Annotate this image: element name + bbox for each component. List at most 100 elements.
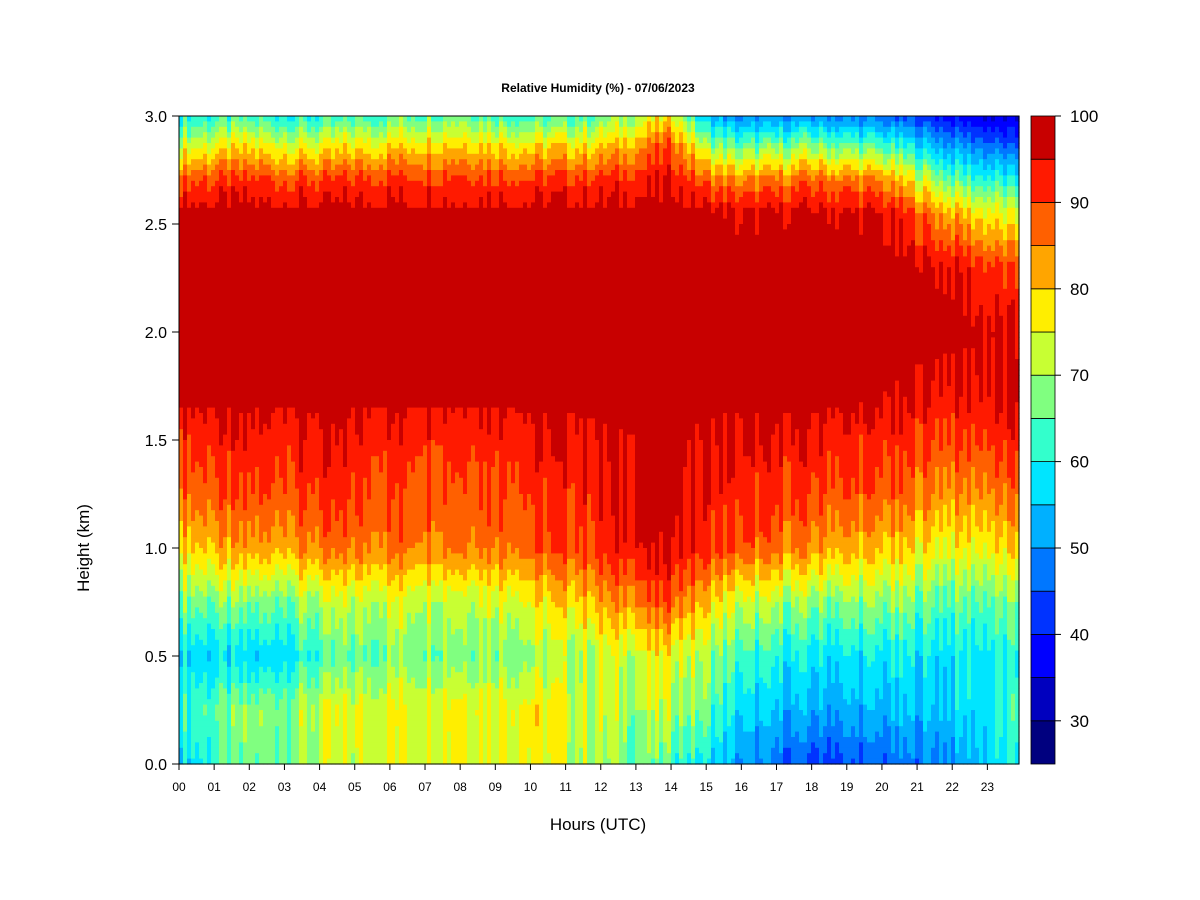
heatmap-cell [219, 170, 224, 176]
heatmap-cell [243, 629, 248, 635]
heatmap-cell [343, 472, 348, 478]
heatmap-cell [191, 678, 196, 684]
heatmap-cell [247, 510, 252, 516]
heatmap-cell [199, 737, 204, 743]
heatmap-cell [227, 343, 232, 349]
heatmap-cell [283, 753, 288, 759]
heatmap-cell [283, 602, 288, 608]
heatmap-cell [311, 278, 316, 284]
heatmap-cell [275, 138, 280, 144]
heatmap-cell [207, 208, 212, 214]
heatmap-cell [275, 197, 280, 203]
heatmap-cell [211, 732, 216, 738]
heatmap-cell [267, 489, 272, 495]
heatmap-cell [295, 321, 300, 327]
heatmap-cell [235, 526, 240, 532]
heatmap-cell [263, 559, 268, 565]
heatmap-cell [331, 343, 336, 349]
heatmap-cell [191, 202, 196, 208]
heatmap-cell [319, 192, 324, 198]
heatmap-cell [279, 462, 284, 468]
heatmap-cell [219, 456, 224, 462]
heatmap-cell [295, 121, 300, 127]
heatmap-cell [295, 521, 300, 527]
heatmap-cell [239, 607, 244, 613]
heatmap-cell [323, 391, 328, 397]
heatmap-cell [203, 267, 208, 273]
heatmap-cell [195, 602, 200, 608]
heatmap-cell [267, 510, 272, 516]
heatmap-cell [335, 170, 340, 176]
heatmap-cell [275, 640, 280, 646]
heatmap-cell [255, 597, 260, 603]
heatmap-cell [215, 386, 220, 392]
heatmap-cell [199, 402, 204, 408]
heatmap-cell [195, 381, 200, 387]
heatmap-cell [295, 305, 300, 311]
heatmap-cell [279, 219, 284, 225]
heatmap-cell [339, 699, 344, 705]
heatmap-cell [323, 672, 328, 678]
heatmap-cell [315, 283, 320, 289]
heatmap-cell [267, 337, 272, 343]
heatmap-cell [199, 505, 204, 511]
heatmap-cell [335, 721, 340, 727]
heatmap-cell [183, 121, 188, 127]
heatmap-cell [331, 364, 336, 370]
heatmap-cell [255, 197, 260, 203]
heatmap-cell [343, 494, 348, 500]
heatmap-cell [219, 667, 224, 673]
heatmap-cell [339, 359, 344, 365]
heatmap-cell [319, 688, 324, 694]
heatmap-cell [311, 526, 316, 532]
heatmap-cell [299, 472, 304, 478]
heatmap-cell [279, 154, 284, 160]
heatmap-cell [183, 224, 188, 230]
heatmap-cell [207, 197, 212, 203]
heatmap-cell [227, 224, 232, 230]
heatmap-cell [215, 683, 220, 689]
heatmap-cell [187, 159, 192, 165]
heatmap-cell [247, 602, 252, 608]
heatmap-cell [199, 732, 204, 738]
heatmap-cell [187, 165, 192, 171]
heatmap-cell [299, 246, 304, 252]
heatmap-cell [291, 672, 296, 678]
heatmap-cell [283, 737, 288, 743]
heatmap-cell [223, 375, 228, 381]
heatmap-cell [331, 499, 336, 505]
heatmap-cell [275, 435, 280, 441]
heatmap-cell [319, 321, 324, 327]
heatmap-cell [307, 192, 312, 198]
heatmap-cell [283, 370, 288, 376]
heatmap-cell [307, 246, 312, 252]
heatmap-cell [183, 532, 188, 538]
heatmap-cell [283, 386, 288, 392]
heatmap-cell [203, 753, 208, 759]
heatmap-cell [315, 667, 320, 673]
heatmap-cell [339, 143, 344, 149]
heatmap-cell [279, 521, 284, 527]
heatmap-cell [215, 397, 220, 403]
heatmap-cell [187, 575, 192, 581]
heatmap-cell [299, 181, 304, 187]
heatmap-cell [307, 213, 312, 219]
heatmap-cell [267, 467, 272, 473]
heatmap-cell [327, 543, 332, 549]
heatmap-cell [279, 418, 284, 424]
heatmap-cell [307, 451, 312, 457]
heatmap-cell [267, 548, 272, 554]
heatmap-cell [279, 159, 284, 165]
heatmap-cell [235, 121, 240, 127]
heatmap-cell [315, 294, 320, 300]
heatmap-cell [207, 381, 212, 387]
heatmap-cell [251, 310, 256, 316]
heatmap-cell [339, 499, 344, 505]
heatmap-cell [335, 462, 340, 468]
heatmap-cell [291, 418, 296, 424]
heatmap-cell [291, 121, 296, 127]
heatmap-cell [219, 462, 224, 468]
heatmap-cell [203, 575, 208, 581]
heatmap-cell [275, 521, 280, 527]
heatmap-cell [299, 737, 304, 743]
